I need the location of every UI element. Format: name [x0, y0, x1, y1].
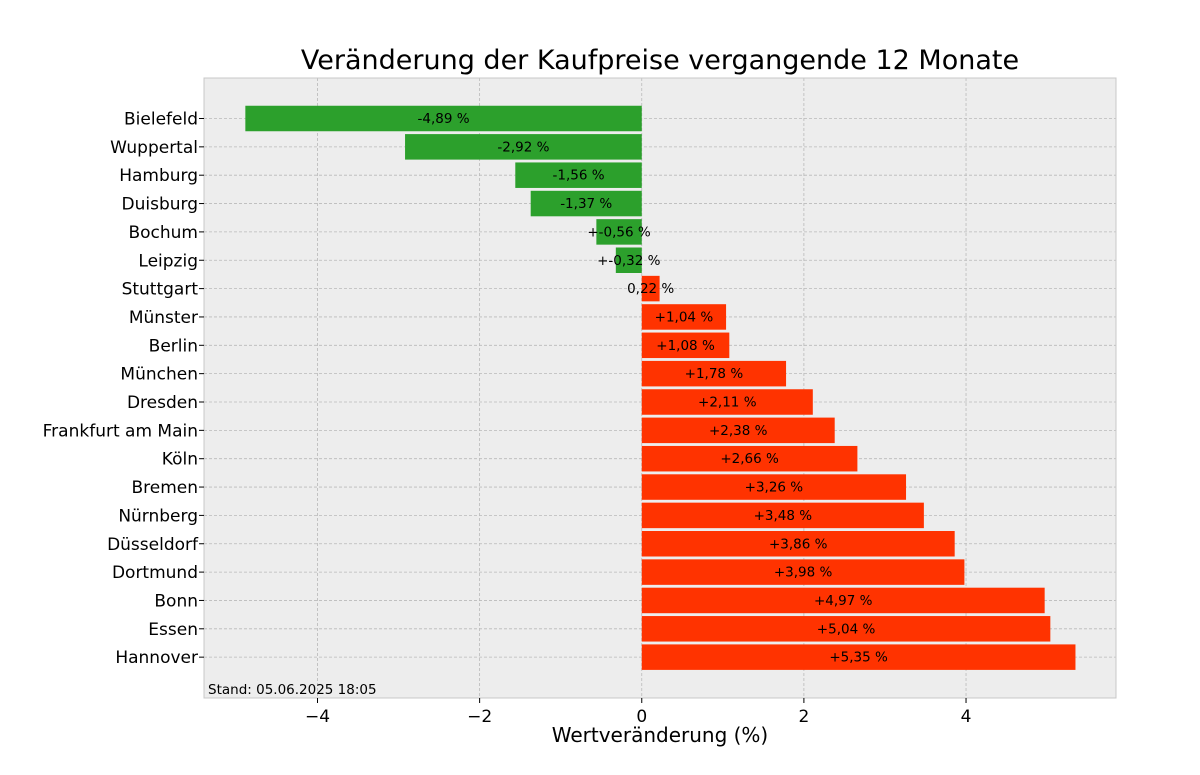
bar [641, 389, 813, 415]
y-tick-label: Münster [129, 308, 198, 328]
bar [641, 502, 924, 529]
x-tick-label: 0 [636, 707, 647, 727]
data-label: +4,97 % [814, 593, 873, 609]
x-axis-label: Wertveränderung (%) [552, 723, 769, 747]
bar [405, 134, 642, 160]
bar [641, 360, 787, 387]
y-tick-label: Stuttgart [122, 280, 199, 300]
data-label: -4,89 % [418, 111, 470, 127]
y-tick-label: Düsseldorf [107, 535, 199, 555]
y-tick-label: Bremen [131, 478, 198, 498]
data-label: +2,66 % [720, 451, 779, 467]
bar [641, 417, 835, 444]
y-tick-label: München [120, 365, 198, 385]
y-tick-label: Essen [148, 620, 198, 640]
data-label: +3,98 % [774, 565, 833, 581]
data-labels: -4,89 % -2,92 %-1,56 % -1,37 % +-0,56 % +-0,… [418, 111, 889, 666]
bar [515, 162, 642, 188]
data-label: +1,04 % [655, 309, 714, 325]
bar [641, 332, 730, 359]
data-label: +1,08 % [656, 338, 715, 354]
y-tick-label: Duisburg [122, 195, 199, 215]
plot-frame [203, 77, 1117, 699]
chart-title: Veränderung der Kaufpreise vergangende 1… [301, 45, 1019, 76]
bar [641, 644, 1076, 670]
data-label: +2,11 % [698, 395, 757, 411]
y-tick-label: Dresden [127, 393, 198, 413]
bar [641, 531, 955, 557]
bar [641, 559, 965, 585]
data-label: -1,56 % [552, 168, 604, 184]
data-label: +3,48 % [754, 508, 813, 524]
bar [245, 105, 642, 132]
y-tick-label: Bielefeld [124, 110, 198, 130]
x-tick-label: 4 [961, 707, 972, 727]
y-tick-label: Hamburg [119, 166, 198, 186]
data-label: +-0,56 % [587, 224, 651, 240]
y-tick-label: Bochum [128, 223, 198, 243]
x-axis: −4 −2 0 2 4 [305, 698, 971, 727]
y-tick-label: Bonn [154, 591, 198, 611]
x-tick-label: −2 [467, 707, 492, 727]
data-label: +1,78 % [685, 366, 744, 382]
data-label: +3,26 % [745, 480, 804, 496]
data-label: +5,35 % [829, 650, 888, 666]
bar [641, 474, 907, 500]
bar [641, 304, 727, 330]
bar [641, 616, 1051, 642]
bar [596, 219, 642, 245]
y-tick-label: Leipzig [138, 251, 198, 271]
y-tick-label: Hannover [115, 648, 198, 668]
y-tick-label: Nürnberg [118, 506, 198, 526]
y-tick-label: Köln [162, 450, 198, 470]
data-label: +-0,32 % [597, 253, 661, 269]
x-tick-label: −4 [305, 707, 330, 727]
bar [530, 190, 642, 217]
y-axis: Bielefeld Wuppertal Hamburg Duisburg Bochum L… [43, 110, 204, 668]
bars [245, 105, 1076, 670]
timestamp-annotation: Stand: 05.06.2025 18:05 [208, 682, 377, 698]
data-label: -2,92 % [497, 139, 549, 155]
data-label: -1,37 % [560, 196, 612, 212]
y-tick-label: Berlin [149, 336, 198, 356]
y-tick-label: Frankfurt am Main [43, 421, 198, 441]
bar [641, 587, 1045, 614]
y-tick-label: Wuppertal [110, 138, 198, 158]
bar [641, 275, 660, 302]
data-label: +3,86 % [769, 536, 828, 552]
bar [641, 445, 858, 472]
data-label: 0,22 % [627, 281, 674, 297]
y-tick-label: Dortmund [112, 563, 198, 583]
data-label: +2,38 % [709, 423, 768, 439]
bar [615, 247, 642, 273]
data-label: +5,04 % [817, 621, 876, 637]
x-tick-label: 2 [798, 707, 809, 727]
